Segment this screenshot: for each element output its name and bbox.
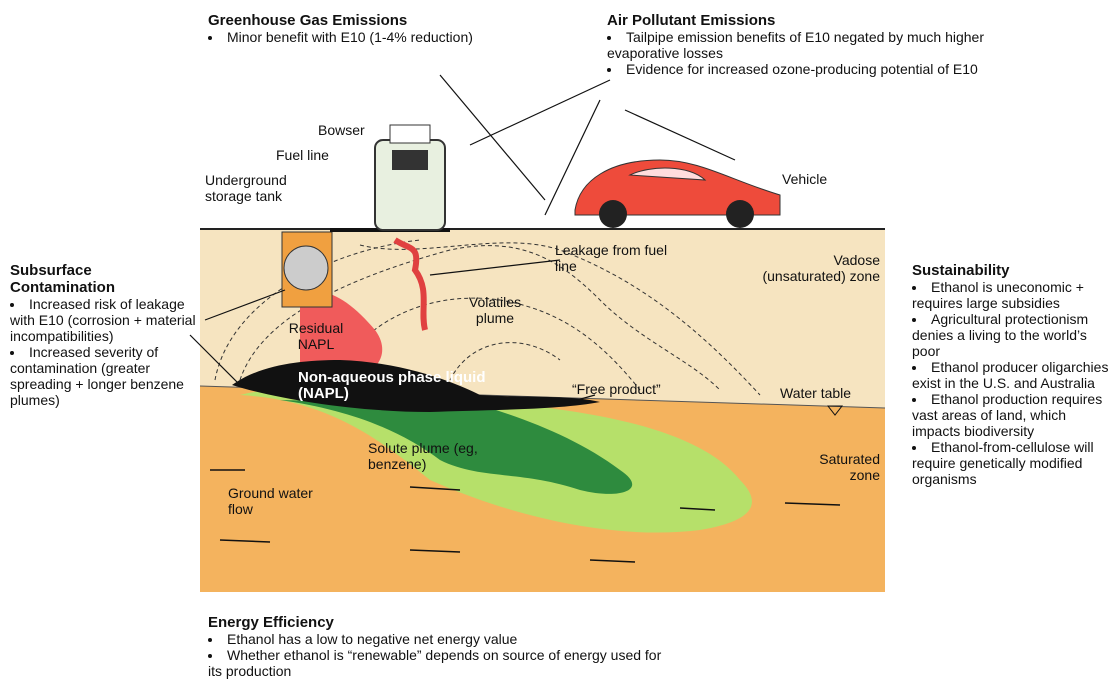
solute-core xyxy=(280,400,633,494)
bullet: Ethanol production requires vast areas o… xyxy=(912,391,1117,439)
fuel-line-leak xyxy=(393,237,428,331)
bowser-display xyxy=(392,150,428,170)
energy-block: Energy EfficiencyEthanol has a low to ne… xyxy=(208,614,668,679)
bullet: Increased severity of contamination (gre… xyxy=(10,344,198,408)
bullet: Evidence for increased ozone-producing p… xyxy=(607,61,1027,77)
bullet-list: Tailpipe emission benefits of E10 negate… xyxy=(607,29,1027,77)
label: Bowser xyxy=(318,122,365,138)
label: Underground storage tank xyxy=(205,172,287,204)
vehicle-wheel xyxy=(599,200,627,228)
section-title: Air Pollutant Emissions xyxy=(607,12,776,29)
pointer-lines xyxy=(189,74,736,403)
sustainability-block: SustainabilityEthanol is uneconomic + re… xyxy=(912,262,1117,487)
bullet-list: Minor benefit with E10 (1-4% reduction) xyxy=(208,29,528,45)
label: Leakage from fuel line xyxy=(555,242,668,274)
volatiles-lines xyxy=(214,239,761,396)
vehicle-wheel xyxy=(726,200,754,228)
section-title: Greenhouse Gas Emissions xyxy=(208,12,408,29)
section-title: Sustainability xyxy=(912,262,1010,279)
bullet-list: Ethanol has a low to negative net energy… xyxy=(208,631,668,679)
vehicle-window xyxy=(628,167,707,181)
bullet: Whether ethanol is “renewable” depends o… xyxy=(208,647,668,679)
residual-napl xyxy=(300,291,383,375)
label: Ground water flow xyxy=(228,485,313,517)
air-block: Air Pollutant EmissionsTailpipe emission… xyxy=(607,12,1027,77)
label: Residual NAPL xyxy=(288,320,344,352)
bullet: Tailpipe emission benefits of E10 negate… xyxy=(607,29,1027,61)
storage-tank xyxy=(283,245,329,291)
label: Volatiles plume xyxy=(468,294,522,326)
label: Water table xyxy=(780,385,852,401)
label: Solute plume (eg, benzene) xyxy=(368,440,478,472)
water-table-symbol xyxy=(826,405,844,416)
bullet: Increased risk of leakage with E10 (corr… xyxy=(10,296,198,344)
bullet: Agricultural protectionism denies a livi… xyxy=(912,311,1117,359)
bullet: Ethanol has a low to negative net energy… xyxy=(208,631,668,647)
label: Vadose (unsaturated) zone xyxy=(762,252,880,284)
bullet-list: Ethanol is uneconomic + requires large s… xyxy=(912,279,1117,487)
section-title: Subsurface Contamination xyxy=(10,262,115,296)
section-title: Energy Efficiency xyxy=(208,614,334,631)
label: Non-aqueous phase liquid (NAPL) xyxy=(298,369,486,402)
bowser-sign xyxy=(389,124,431,144)
bullet: Ethanol producer oligarchies exist in th… xyxy=(912,359,1117,391)
vehicle-body xyxy=(574,159,781,216)
napl-pool xyxy=(232,360,600,412)
label: Saturated zone xyxy=(819,451,880,483)
flow-arrows xyxy=(210,469,841,563)
bullet-list: Increased risk of leakage with E10 (corr… xyxy=(10,296,198,408)
bullet: Ethanol is uneconomic + requires large s… xyxy=(912,279,1117,311)
greenhouse-block: Greenhouse Gas EmissionsMinor benefit wi… xyxy=(208,12,528,45)
bullet: Ethanol-from-cellulose will require gene… xyxy=(912,439,1117,487)
label: Fuel line xyxy=(276,147,329,163)
label: “Free product” xyxy=(572,381,661,397)
subsurface-block: Subsurface ContaminationIncreased risk o… xyxy=(10,262,198,408)
bullet: Minor benefit with E10 (1-4% reduction) xyxy=(208,29,528,45)
label: Vehicle xyxy=(782,171,828,187)
